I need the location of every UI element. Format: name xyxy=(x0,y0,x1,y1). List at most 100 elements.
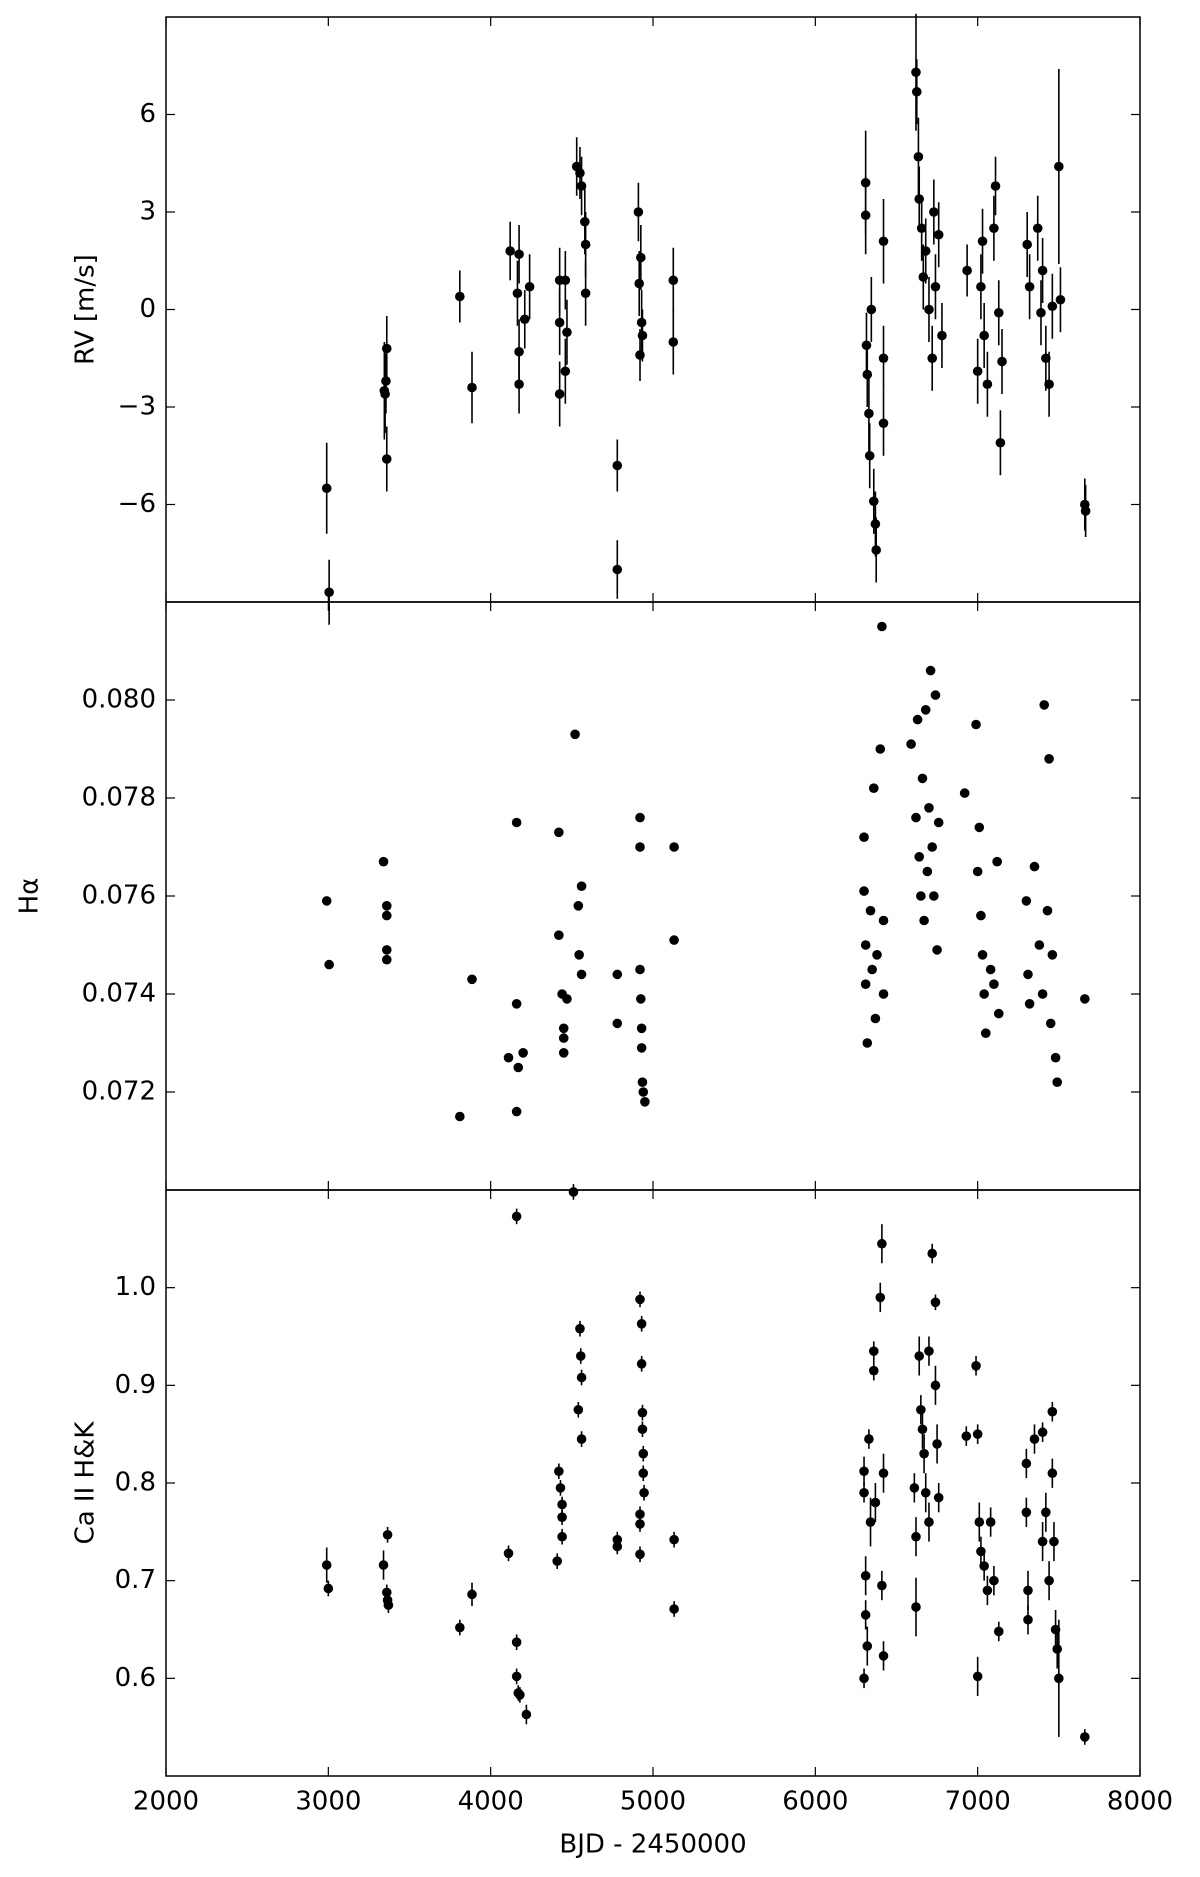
y-tick-label: −3 xyxy=(118,392,156,422)
data-point xyxy=(575,1351,586,1361)
data-point xyxy=(515,1690,525,1700)
data-point xyxy=(860,979,871,989)
data-point xyxy=(560,366,571,377)
data-point xyxy=(505,246,515,256)
data-point xyxy=(323,1583,334,1594)
data-point xyxy=(580,216,590,227)
data-point xyxy=(870,1013,881,1024)
data-point xyxy=(511,1106,522,1117)
data-point xyxy=(1021,1458,1032,1469)
data-point xyxy=(576,1434,587,1444)
data-point xyxy=(382,1529,393,1540)
data-point xyxy=(554,827,564,838)
data-point xyxy=(1054,161,1064,172)
data-point xyxy=(914,1351,925,1361)
data-point xyxy=(862,369,873,380)
data-point xyxy=(977,950,988,960)
data-point xyxy=(1055,294,1066,305)
y-tick-label: 0.9 xyxy=(115,1370,156,1400)
data-point xyxy=(381,901,392,911)
data-point xyxy=(560,275,571,286)
data-point xyxy=(1045,1018,1056,1029)
x-tick-label: 6000 xyxy=(782,1787,848,1817)
data-point xyxy=(860,940,871,950)
data-point xyxy=(636,1359,647,1369)
data-point xyxy=(864,1434,874,1444)
data-point xyxy=(982,1585,993,1596)
data-point xyxy=(959,788,970,798)
data-point xyxy=(612,1541,623,1552)
y-tick-label: −6 xyxy=(118,489,156,519)
y-axis-label: Ca II H&K xyxy=(71,1421,101,1545)
data-point xyxy=(521,1709,532,1720)
data-point xyxy=(989,1575,999,1586)
data-point xyxy=(1024,281,1035,292)
data-point xyxy=(962,265,972,276)
data-point xyxy=(640,1097,650,1107)
data-point xyxy=(503,1548,514,1559)
data-point xyxy=(1044,754,1054,764)
data-point xyxy=(636,252,646,263)
data-point xyxy=(937,330,947,341)
data-point xyxy=(557,1499,567,1510)
data-point xyxy=(974,822,985,833)
data-point xyxy=(929,891,939,901)
data-point xyxy=(1023,969,1033,980)
data-point xyxy=(455,291,465,302)
data-point xyxy=(1047,301,1058,312)
data-point xyxy=(864,408,874,419)
data-point xyxy=(917,1424,928,1435)
data-point xyxy=(918,272,929,282)
data-point xyxy=(860,1610,871,1620)
data-point xyxy=(933,229,944,240)
data-point xyxy=(639,1487,649,1498)
data-point xyxy=(635,964,645,975)
data-point xyxy=(911,86,922,97)
data-point xyxy=(913,151,924,162)
data-point xyxy=(378,1560,389,1570)
data-point xyxy=(878,353,889,364)
data-point xyxy=(524,281,535,292)
data-point xyxy=(971,1361,981,1371)
data-point xyxy=(638,1087,649,1097)
data-point xyxy=(906,739,916,749)
data-point xyxy=(993,1008,1004,1019)
data-point xyxy=(972,866,983,877)
data-point xyxy=(324,959,334,970)
data-point xyxy=(381,454,392,464)
data-point xyxy=(580,288,591,299)
data-point xyxy=(861,340,872,351)
data-point xyxy=(635,350,645,360)
plot-frame xyxy=(165,16,1141,603)
data-point xyxy=(930,1297,941,1308)
data-point xyxy=(870,519,881,529)
data-point xyxy=(1023,1585,1033,1596)
data-point xyxy=(878,1468,889,1479)
data-point xyxy=(668,275,679,286)
data-point xyxy=(929,207,939,217)
data-point xyxy=(636,317,647,328)
data-point xyxy=(1021,896,1032,906)
data-point xyxy=(868,783,879,793)
data-point xyxy=(877,1238,887,1249)
data-point xyxy=(927,353,938,364)
data-point xyxy=(1041,1507,1051,1518)
x-tick-label: 2000 xyxy=(133,1787,199,1817)
data-point xyxy=(554,389,565,399)
data-point xyxy=(511,1211,522,1222)
data-point xyxy=(932,1439,942,1449)
data-point xyxy=(467,1589,477,1600)
data-point xyxy=(972,1671,983,1682)
data-point xyxy=(925,665,936,676)
data-point xyxy=(638,1448,649,1459)
data-point xyxy=(381,945,392,955)
data-point xyxy=(1052,1077,1063,1087)
data-point xyxy=(511,999,522,1009)
data-point xyxy=(554,317,565,328)
y-tick-label: 0.078 xyxy=(82,783,156,813)
data-point xyxy=(558,1048,569,1058)
data-point xyxy=(1080,506,1091,516)
data-point xyxy=(864,450,875,461)
data-point xyxy=(1047,950,1058,960)
data-point xyxy=(977,236,988,247)
